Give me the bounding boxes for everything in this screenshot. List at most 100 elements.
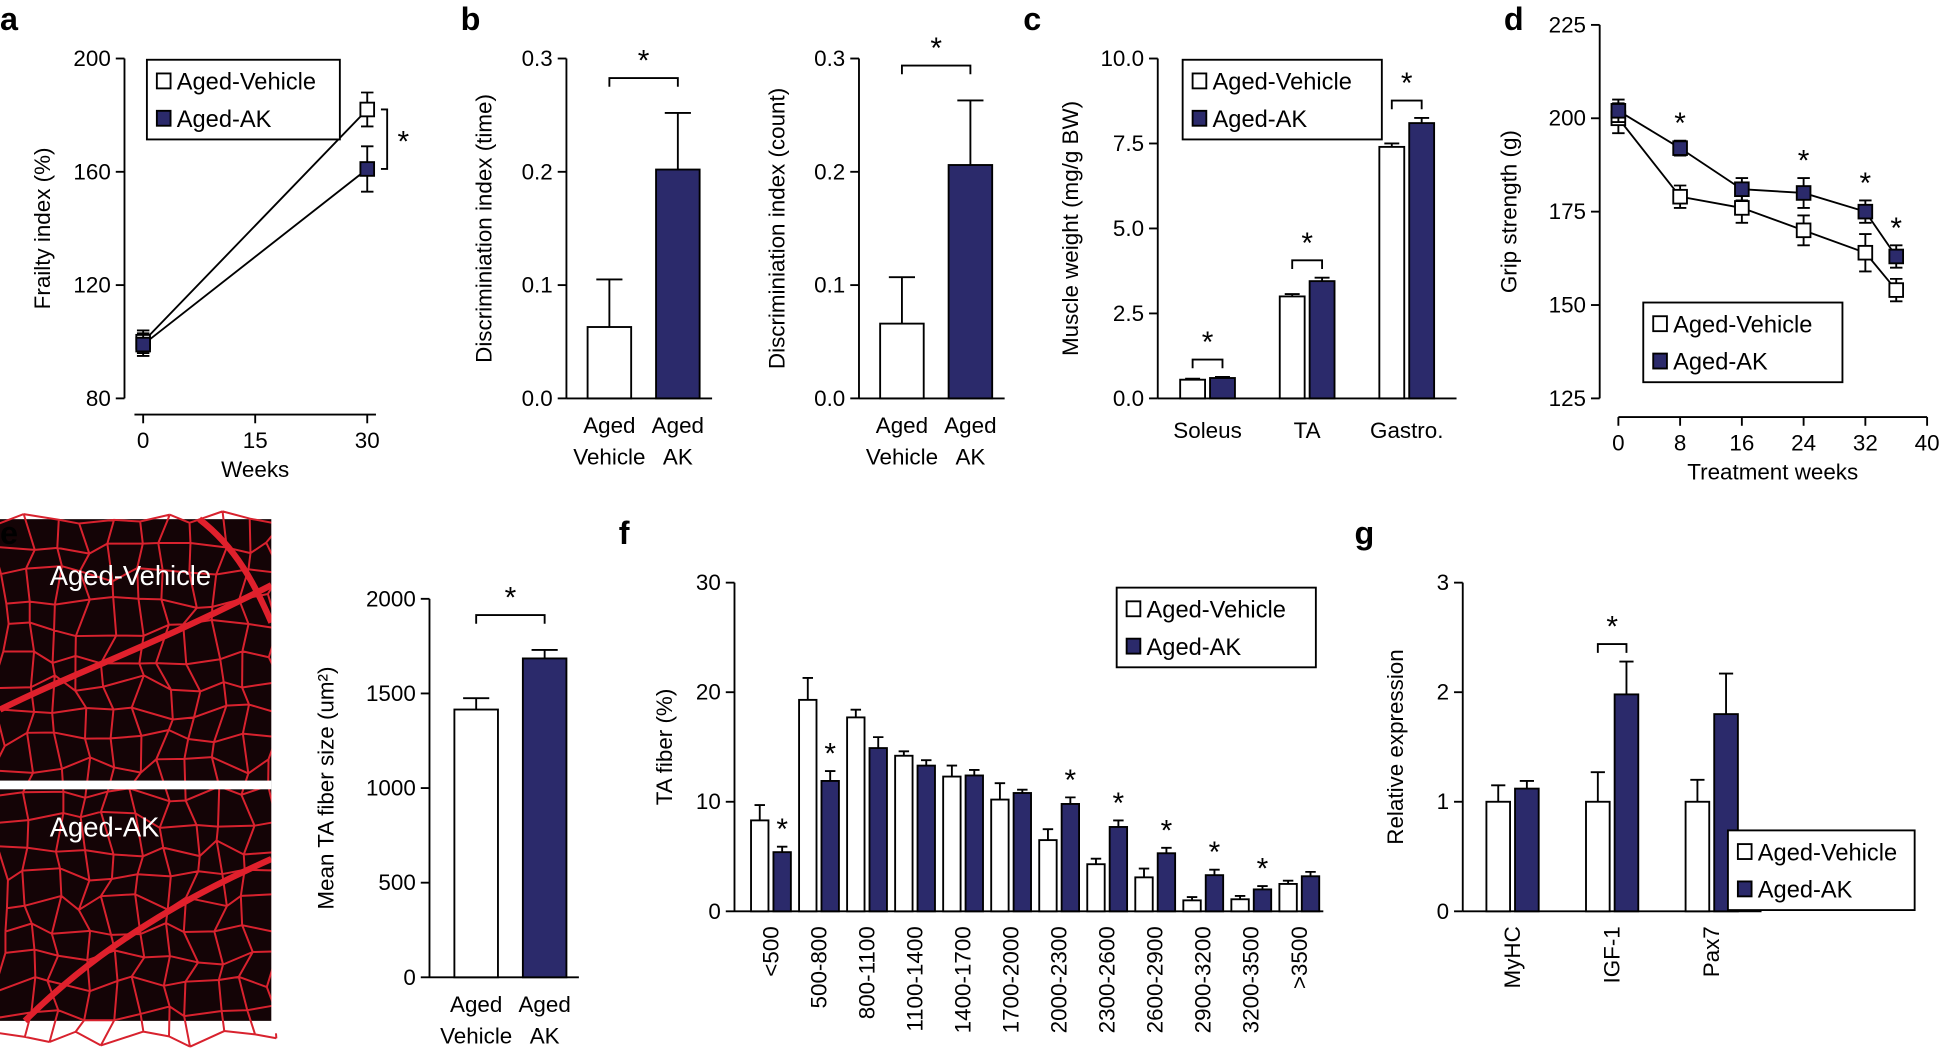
image-label: Aged-Vehicle bbox=[50, 560, 211, 591]
y-tick-label: 0.0 bbox=[814, 386, 845, 411]
bar bbox=[1179, 378, 1206, 400]
micrograph-bg bbox=[0, 519, 272, 1021]
panel-label: b bbox=[461, 1, 481, 37]
error-bar bbox=[1305, 870, 1316, 877]
y-tick-label: 500 bbox=[378, 870, 415, 895]
y-tick-label: 3 bbox=[1437, 570, 1449, 595]
y-tick-label: 0.0 bbox=[1113, 386, 1144, 411]
x-tick-label: 800-1100 bbox=[854, 926, 879, 1019]
x-tick-label: 24 bbox=[1791, 431, 1816, 456]
x-tick-label: 3200-3500 bbox=[1239, 926, 1264, 1033]
legend-label: Aged-AK bbox=[1758, 878, 1853, 904]
significance-star: * bbox=[505, 582, 517, 615]
bar bbox=[772, 851, 792, 913]
legend-swatch bbox=[1652, 352, 1668, 370]
x-tick-label: Gastro. bbox=[1370, 418, 1443, 443]
bar bbox=[1134, 876, 1154, 913]
x-tick-label: Aged bbox=[944, 413, 996, 438]
x-tick-label: 2900-3200 bbox=[1191, 926, 1216, 1033]
point bbox=[1734, 181, 1750, 198]
y-tick-label: 80 bbox=[86, 386, 111, 411]
significance-bracket bbox=[1596, 643, 1628, 653]
y-tick-label: 0 bbox=[708, 899, 720, 924]
legend-label: Aged-Vehicle bbox=[1147, 598, 1286, 624]
series-line bbox=[142, 108, 368, 343]
y-tick-label: 0 bbox=[403, 965, 415, 990]
series-line bbox=[1617, 117, 1897, 291]
point bbox=[1795, 222, 1812, 239]
x-axis-title: Weeks bbox=[221, 457, 289, 482]
bar bbox=[1209, 377, 1236, 400]
bar bbox=[1300, 875, 1321, 913]
error-bar bbox=[1491, 784, 1506, 802]
bar bbox=[990, 798, 1010, 913]
x-tick-label: Aged bbox=[876, 413, 928, 438]
significance-bracket bbox=[608, 77, 679, 87]
bar bbox=[1514, 787, 1540, 913]
y-tick-label: 120 bbox=[73, 273, 110, 298]
bar bbox=[1613, 693, 1640, 913]
x-tick-label: 2000-2300 bbox=[1047, 926, 1072, 1033]
y-tick-label: 175 bbox=[1549, 199, 1586, 224]
point bbox=[1610, 103, 1627, 119]
y-tick-label: 0.0 bbox=[522, 386, 553, 411]
x-tick-label: Vehicle bbox=[573, 444, 645, 469]
point bbox=[1795, 185, 1812, 201]
legend-box bbox=[1115, 586, 1317, 669]
y-axis-title: Muscle weight (mg/g BW) bbox=[1058, 101, 1083, 356]
y-tick-label: 125 bbox=[1549, 386, 1586, 411]
error-bar bbox=[1590, 771, 1605, 802]
bar bbox=[1060, 803, 1081, 913]
bar bbox=[894, 754, 914, 913]
significance-star: * bbox=[1209, 836, 1221, 869]
error-bar bbox=[1384, 142, 1400, 147]
error-bar bbox=[664, 111, 691, 170]
error-bar bbox=[888, 276, 915, 324]
y-tick-label: 150 bbox=[1549, 292, 1586, 317]
bar bbox=[1108, 826, 1129, 913]
bar bbox=[521, 657, 568, 979]
bar bbox=[1230, 898, 1250, 913]
legend-swatch bbox=[1125, 600, 1142, 618]
x-tick-label: Aged bbox=[450, 992, 502, 1017]
separator bbox=[0, 780, 272, 790]
significance-star: * bbox=[1202, 326, 1214, 359]
error-bar bbox=[872, 736, 884, 749]
significance-star: * bbox=[930, 32, 942, 65]
x-tick-label: 30 bbox=[355, 428, 380, 453]
error-bar bbox=[1113, 819, 1124, 827]
y-tick-label: 10 bbox=[696, 789, 721, 814]
error-bar bbox=[1519, 780, 1534, 789]
legend-label: Aged-Vehicle bbox=[1758, 840, 1897, 866]
legend-label: Aged-AK bbox=[177, 107, 272, 133]
error-bar bbox=[1209, 868, 1220, 876]
error-bar bbox=[850, 708, 862, 718]
x-tick-label: TA bbox=[1294, 418, 1321, 443]
x-tick-label: 1700-2000 bbox=[999, 926, 1024, 1033]
legend-box bbox=[145, 58, 341, 141]
x-tick-label: MyHC bbox=[1500, 926, 1525, 988]
point bbox=[1888, 282, 1905, 298]
y-axis-title: Discriminiation index (time) bbox=[472, 94, 497, 363]
y-tick-label: 7.5 bbox=[1113, 131, 1144, 156]
x-tick-label: 0 bbox=[137, 428, 149, 453]
x-tick-label: Pax7 bbox=[1699, 926, 1724, 977]
legend-box bbox=[1726, 829, 1916, 912]
bar bbox=[1156, 852, 1177, 913]
x-tick-label: Aged bbox=[583, 413, 635, 438]
error-bar bbox=[898, 750, 910, 756]
y-tick-label: 1000 bbox=[366, 776, 416, 801]
legend-label: Aged-Vehicle bbox=[177, 70, 316, 96]
error-bar bbox=[1065, 796, 1076, 804]
x-tick-label: 32 bbox=[1853, 431, 1878, 456]
x-tick-label: 500-800 bbox=[806, 926, 831, 1008]
error-bar bbox=[1186, 896, 1198, 901]
x-tick-label: >3500 bbox=[1287, 926, 1312, 989]
significance-star: * bbox=[824, 738, 836, 771]
significance-star: * bbox=[1401, 67, 1413, 100]
point bbox=[1672, 188, 1688, 205]
error-bar bbox=[1138, 867, 1150, 878]
significance-bracket bbox=[1390, 99, 1423, 110]
x-tick-label: Vehicle bbox=[440, 1023, 512, 1048]
